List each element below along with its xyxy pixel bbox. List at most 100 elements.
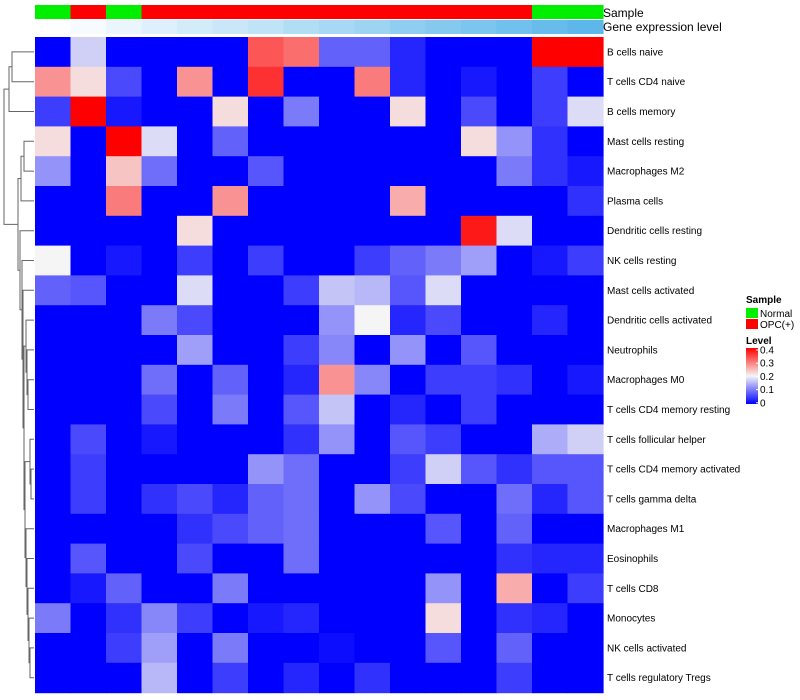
heatmap-cell: [496, 513, 533, 545]
heatmap-cell: [70, 424, 107, 455]
heatmap-cell: [567, 66, 604, 98]
heatmap-cell: [567, 245, 604, 276]
heatmap-cell: [35, 305, 72, 336]
heatmap-cell: [461, 156, 498, 187]
heatmap-cell: [532, 513, 569, 545]
row-labels: B cells naive T cells CD4 naive B cells me…: [607, 47, 740, 684]
heatmap-cell: [283, 335, 320, 366]
row-label: T cells CD4 naive: [607, 77, 686, 88]
heatmap-cell: [248, 96, 285, 127]
heatmap-cell: [106, 662, 143, 694]
heatmap-cell: [461, 245, 498, 276]
heatmap-cell: [532, 275, 569, 306]
heatmap-cell: [496, 364, 533, 396]
heatmap-cell: [567, 454, 604, 485]
heatmap-cell: [141, 364, 178, 396]
heatmap-cell: [496, 573, 533, 604]
heatmap-cell: [106, 424, 143, 455]
heatmap-cell: [212, 66, 249, 98]
heatmap-cell: [354, 484, 391, 515]
heatmap-cell: [319, 66, 356, 98]
heatmap-cell: [283, 662, 320, 694]
heatmap-cell: [354, 454, 391, 485]
expression-cell: [532, 20, 569, 34]
heatmap-cell: [496, 66, 533, 98]
heatmap-cell: [319, 573, 356, 604]
heatmap-cell: [425, 245, 462, 276]
expression-cell: [177, 20, 214, 34]
heatmap-cell: [70, 633, 107, 664]
heatmap-cell: [283, 543, 320, 574]
heatmap-cell: [390, 66, 427, 98]
heatmap-cell: [425, 364, 462, 396]
heatmap-cell: [461, 513, 498, 545]
expression-annotation-bar: [35, 20, 604, 34]
heatmap-cell: [567, 126, 604, 157]
row-label: B cells memory: [607, 107, 675, 118]
heatmap-cell: [390, 275, 427, 306]
row-label: B cells naive: [607, 47, 664, 58]
heatmap-cell: [283, 424, 320, 455]
heatmap-cell: [567, 573, 604, 604]
heatmap-cell: [141, 603, 178, 634]
heatmap-cell: [70, 573, 107, 604]
heatmap-cell: [248, 364, 285, 396]
heatmap-cell: [496, 603, 533, 634]
heatmap-cell: [532, 126, 569, 157]
sample-cell: [425, 5, 462, 19]
heatmap-cell: [390, 454, 427, 485]
heatmap-cell: [106, 633, 143, 664]
heatmap-cell: [319, 543, 356, 574]
heatmap-cell: [496, 156, 533, 187]
heatmap-cell: [567, 633, 604, 664]
heatmap-cell: [283, 513, 320, 545]
row-label: Macrophages M2: [607, 167, 685, 178]
heatmap-cell: [177, 96, 214, 127]
heatmap-cell: [283, 633, 320, 664]
heatmap-cell: [319, 454, 356, 485]
heatmap-cell: [354, 394, 391, 425]
heatmap-cell: [425, 662, 462, 694]
heatmap-cell: [212, 364, 249, 396]
heatmap-cell: [461, 662, 498, 694]
heatmap-cell: [283, 215, 320, 247]
row-label: Macrophages M0: [607, 375, 685, 386]
expression-cell: [390, 20, 427, 34]
heatmap-cell: [35, 245, 72, 276]
heatmap-cell: [35, 275, 72, 306]
heatmap-cell: [425, 96, 462, 127]
heatmap-cell: [319, 37, 356, 68]
expression-cell: [106, 20, 143, 34]
heatmap-cell: [532, 186, 569, 217]
heatmap-cell: [177, 364, 214, 396]
sample-cell: [35, 5, 72, 19]
heatmap-cell: [496, 215, 533, 247]
heatmap-cell: [177, 394, 214, 425]
heatmap-cell: [177, 454, 214, 485]
heatmap-cell: [106, 186, 143, 217]
heatmap-cell: [425, 66, 462, 98]
heatmap-cell: [283, 126, 320, 157]
heatmap-cell: [567, 305, 604, 336]
heatmap-cell: [496, 454, 533, 485]
heatmap-cell: [425, 335, 462, 366]
row-label: T cells CD4 memory activated: [607, 465, 740, 476]
heatmap-cell: [248, 275, 285, 306]
row-label: T cells CD8: [607, 584, 659, 595]
sample-cell: [461, 5, 498, 19]
heatmap-cell: [425, 543, 462, 574]
heatmap-cell: [177, 126, 214, 157]
heatmap-cell: [496, 484, 533, 515]
heatmap-cell: [177, 662, 214, 694]
heatmap-cell: [532, 633, 569, 664]
heatmap-cell: [283, 156, 320, 187]
heatmap-cell: [177, 513, 214, 545]
heatmap-cell: [70, 215, 107, 247]
heatmap-cell: [248, 394, 285, 425]
heatmap-cell: [70, 662, 107, 694]
sample-annotation-bar: [35, 5, 604, 19]
heatmap-cell: [496, 126, 533, 157]
heatmap-cell: [35, 573, 72, 604]
heatmap-cell: [212, 633, 249, 664]
row-label: T cells CD4 memory resting: [607, 405, 730, 416]
